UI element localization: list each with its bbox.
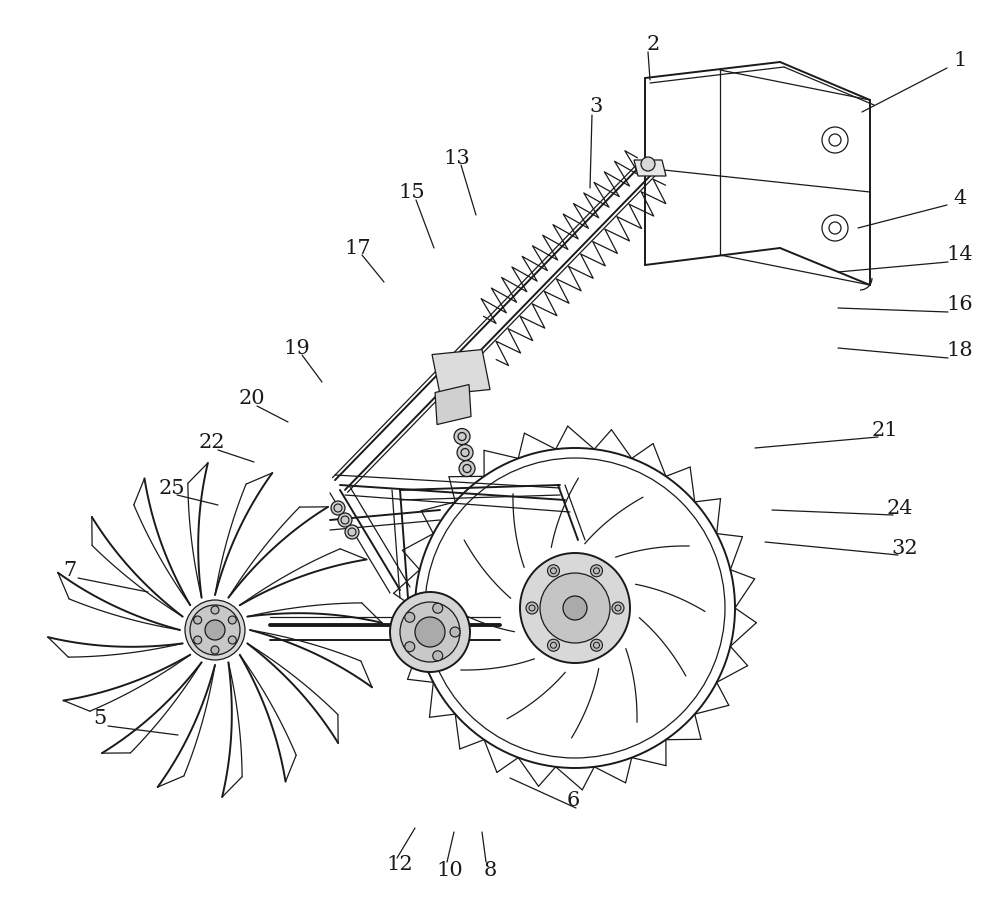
Polygon shape bbox=[435, 384, 471, 425]
Text: 6: 6 bbox=[566, 791, 580, 810]
Text: 5: 5 bbox=[93, 709, 107, 728]
Circle shape bbox=[338, 513, 352, 527]
Text: 14: 14 bbox=[947, 245, 973, 264]
Circle shape bbox=[228, 636, 236, 644]
Circle shape bbox=[205, 620, 225, 640]
Text: 22: 22 bbox=[199, 434, 225, 453]
Text: 32: 32 bbox=[892, 538, 918, 558]
Circle shape bbox=[450, 627, 460, 637]
Text: 13: 13 bbox=[444, 148, 470, 168]
Text: 17: 17 bbox=[345, 239, 371, 258]
Circle shape bbox=[641, 157, 655, 171]
Circle shape bbox=[433, 603, 443, 613]
Text: 25: 25 bbox=[159, 478, 185, 497]
Circle shape bbox=[540, 573, 610, 643]
Circle shape bbox=[457, 445, 473, 461]
Circle shape bbox=[400, 602, 460, 662]
Circle shape bbox=[211, 646, 219, 654]
Text: 1: 1 bbox=[953, 50, 967, 69]
Text: 7: 7 bbox=[63, 560, 77, 579]
Text: 3: 3 bbox=[589, 97, 603, 117]
Circle shape bbox=[185, 600, 245, 660]
Circle shape bbox=[454, 428, 470, 445]
Circle shape bbox=[194, 636, 202, 644]
Circle shape bbox=[612, 602, 624, 614]
Text: 4: 4 bbox=[953, 189, 967, 208]
Circle shape bbox=[563, 596, 587, 620]
Circle shape bbox=[405, 612, 415, 622]
Polygon shape bbox=[634, 160, 666, 176]
Text: 24: 24 bbox=[887, 498, 913, 517]
Text: 21: 21 bbox=[872, 421, 898, 439]
Circle shape bbox=[520, 553, 630, 663]
Circle shape bbox=[590, 565, 602, 577]
Circle shape bbox=[190, 605, 240, 655]
Polygon shape bbox=[432, 350, 490, 394]
Circle shape bbox=[548, 640, 560, 651]
Circle shape bbox=[415, 617, 445, 647]
Text: 18: 18 bbox=[947, 341, 973, 360]
Text: 2: 2 bbox=[646, 36, 660, 55]
Circle shape bbox=[211, 606, 219, 614]
Circle shape bbox=[331, 501, 345, 515]
Circle shape bbox=[228, 616, 236, 624]
Text: 16: 16 bbox=[947, 295, 973, 314]
Text: 8: 8 bbox=[483, 861, 497, 879]
Circle shape bbox=[405, 641, 415, 651]
Circle shape bbox=[433, 650, 443, 660]
Circle shape bbox=[526, 602, 538, 614]
Text: 15: 15 bbox=[399, 183, 425, 202]
Circle shape bbox=[390, 592, 470, 672]
Circle shape bbox=[590, 640, 602, 651]
Text: 19: 19 bbox=[284, 339, 310, 357]
Text: 20: 20 bbox=[239, 388, 265, 407]
Text: 12: 12 bbox=[387, 855, 413, 875]
Circle shape bbox=[194, 616, 202, 624]
Text: 10: 10 bbox=[437, 861, 463, 879]
Circle shape bbox=[345, 525, 359, 539]
Circle shape bbox=[548, 565, 560, 577]
Circle shape bbox=[459, 461, 475, 476]
